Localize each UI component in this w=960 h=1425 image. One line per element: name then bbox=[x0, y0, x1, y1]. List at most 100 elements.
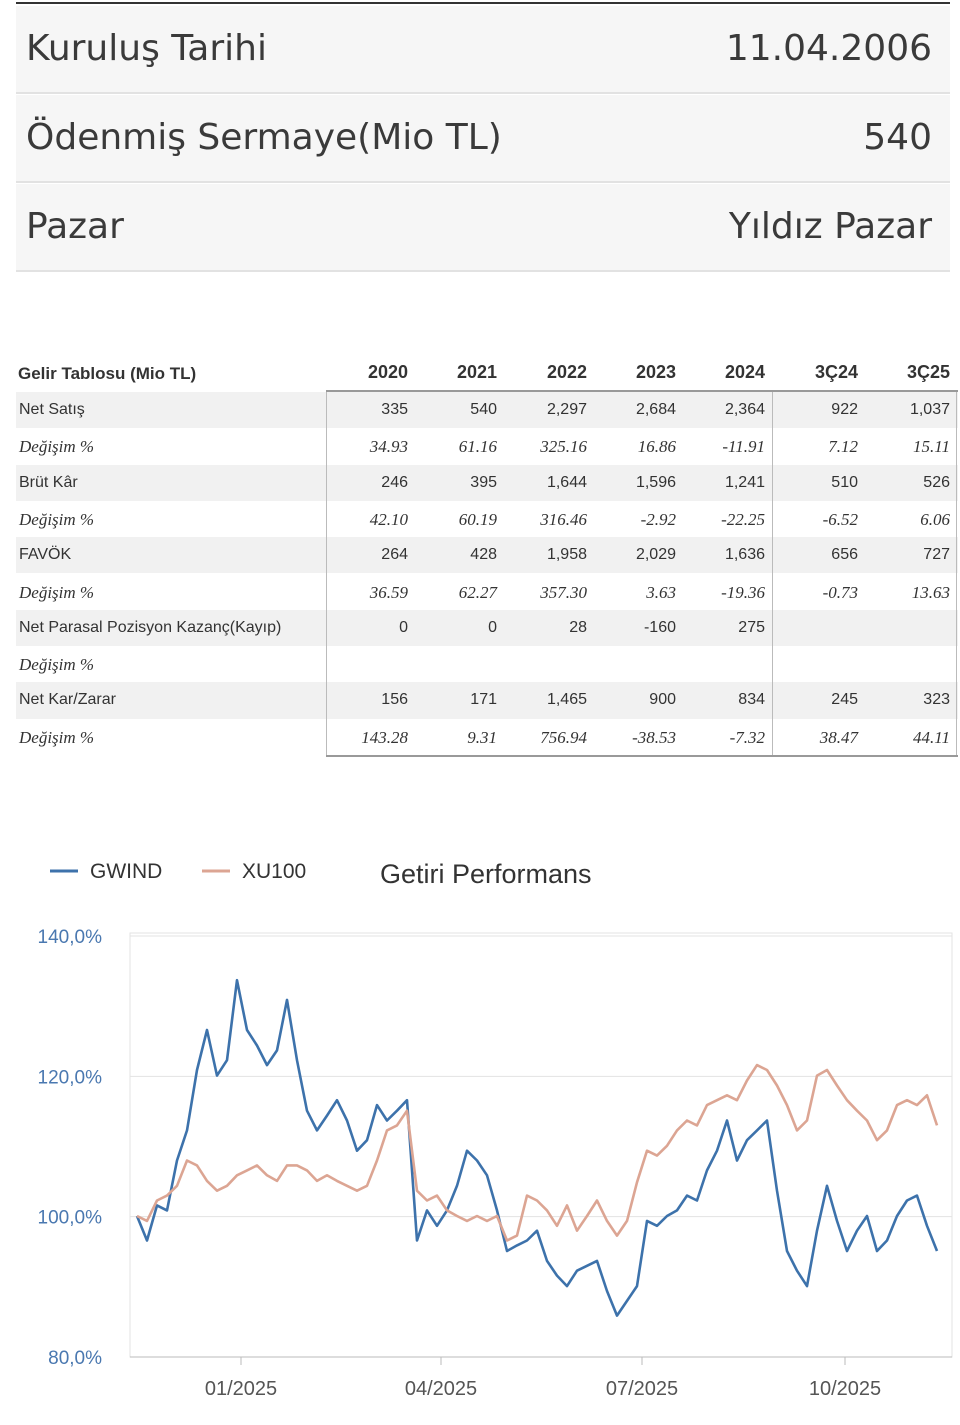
row-label: Brüt Kâr bbox=[19, 473, 78, 491]
cell: 2,684 bbox=[635, 401, 676, 418]
row-label: Net Satış bbox=[19, 401, 85, 418]
row-label: Değişim % bbox=[19, 655, 95, 675]
x-tick-label: 04/2025 bbox=[405, 1378, 477, 1400]
cell: -7.32 bbox=[729, 727, 765, 747]
cell: 900 bbox=[649, 691, 676, 709]
cell: 62.27 bbox=[458, 582, 497, 602]
series-line bbox=[136, 1063, 939, 1242]
cell: -6.52 bbox=[822, 509, 858, 529]
row-label: Net Kar/Zarar bbox=[19, 691, 116, 709]
column-header: 2022 bbox=[546, 362, 587, 382]
column-rule bbox=[772, 392, 773, 755]
row-label: FAVÖK bbox=[19, 546, 72, 564]
row-label: Değişim % bbox=[19, 509, 95, 529]
y-tick-label: 100,0% bbox=[38, 1208, 103, 1229]
cell: -160 bbox=[643, 618, 676, 636]
cell: 16.86 bbox=[637, 437, 676, 457]
info-value: Yıldız Pazar bbox=[728, 206, 932, 247]
cell: 9.31 bbox=[467, 727, 497, 747]
cell: 1,644 bbox=[546, 473, 587, 491]
row-label: Net Parasal Pozisyon Kazanç(Kayıp) bbox=[19, 618, 282, 636]
column-rule bbox=[956, 392, 957, 755]
cell: 1,596 bbox=[635, 473, 676, 491]
y-tick-label: 80,0% bbox=[48, 1348, 102, 1369]
cell: 2,364 bbox=[724, 401, 765, 418]
cell: 15.11 bbox=[913, 437, 950, 457]
cell: 316.46 bbox=[540, 509, 587, 529]
cell: 428 bbox=[470, 546, 497, 564]
cell: 6.06 bbox=[920, 509, 950, 529]
cell: 13.63 bbox=[911, 582, 950, 602]
cell: 756.94 bbox=[540, 727, 587, 747]
info-value: 540 bbox=[863, 117, 932, 158]
cell: 1,636 bbox=[724, 546, 765, 564]
cell: 526 bbox=[923, 473, 950, 491]
cell: -2.92 bbox=[640, 509, 676, 529]
info-row: Ödenmiş Sermaye(Mio TL) 540 bbox=[16, 95, 950, 183]
cell: 1,958 bbox=[546, 546, 587, 564]
info-label: Kuruluş Tarihi bbox=[26, 28, 267, 69]
cell: 61.16 bbox=[458, 437, 497, 457]
cell: 36.59 bbox=[369, 582, 408, 602]
legend-label: GWIND bbox=[90, 860, 162, 883]
cell: -19.36 bbox=[721, 582, 765, 602]
y-tick-label: 120,0% bbox=[38, 1067, 103, 1088]
cell: 0 bbox=[488, 618, 497, 636]
cell: 357.30 bbox=[540, 582, 587, 602]
cell: 156 bbox=[381, 691, 408, 709]
column-header: 2021 bbox=[456, 362, 497, 382]
cell: 2,029 bbox=[635, 546, 676, 564]
info-row: Kuruluş Tarihi 11.04.2006 bbox=[16, 6, 950, 94]
info-row: Pazar Yıldız Pazar bbox=[16, 184, 950, 272]
cell: 1,241 bbox=[724, 473, 765, 491]
row-label: Değişim % bbox=[19, 727, 95, 747]
column-header: 2020 bbox=[367, 362, 408, 382]
cell: 171 bbox=[470, 691, 497, 709]
cell: 34.93 bbox=[369, 437, 408, 457]
cell: 42.10 bbox=[369, 509, 408, 529]
cell: 656 bbox=[831, 546, 858, 564]
info-label: Pazar bbox=[26, 206, 124, 247]
row-shade bbox=[16, 392, 958, 429]
table-title: Gelir Tablosu (Mio TL) bbox=[18, 364, 197, 383]
series-line bbox=[135, 978, 939, 1317]
y-tick-label: 140,0% bbox=[38, 927, 103, 948]
cell: -38.53 bbox=[632, 727, 676, 747]
row-label: Değişim % bbox=[19, 582, 95, 602]
cell: 7.12 bbox=[828, 437, 858, 457]
cell: 323 bbox=[923, 691, 950, 709]
cell: 3.63 bbox=[646, 582, 676, 602]
cell: 727 bbox=[923, 546, 950, 564]
cell: 44.11 bbox=[913, 727, 950, 747]
row-shade bbox=[16, 609, 958, 647]
header-rule bbox=[326, 390, 958, 392]
row-label: Değişim % bbox=[19, 437, 95, 457]
cell: -22.25 bbox=[721, 509, 765, 529]
info-value: 11.04.2006 bbox=[725, 28, 932, 69]
x-tick-label: 01/2025 bbox=[205, 1378, 277, 1400]
plot-frame bbox=[129, 932, 953, 1358]
cell: 325.16 bbox=[540, 437, 587, 457]
column-header: 3Ç25 bbox=[906, 362, 950, 382]
row-shade bbox=[16, 682, 958, 719]
cell: 28 bbox=[569, 618, 587, 636]
cell: 245 bbox=[831, 691, 858, 709]
cell: 1,465 bbox=[546, 691, 587, 709]
column-header: 2024 bbox=[724, 362, 765, 382]
row-shade bbox=[16, 464, 958, 501]
info-label: Ödenmiş Sermaye(Mio TL) bbox=[26, 117, 502, 158]
row-shade bbox=[16, 537, 958, 574]
cell: 38.47 bbox=[819, 727, 858, 747]
cell: -0.73 bbox=[822, 582, 858, 602]
cell: 922 bbox=[831, 401, 858, 418]
chart: Getiri Performans 80,0% 100,0% 120,0% 140,0… bbox=[38, 859, 953, 1400]
top-rule bbox=[16, 2, 950, 4]
cell: 2,297 bbox=[546, 401, 587, 418]
cell: 510 bbox=[831, 473, 858, 491]
bottom-rule bbox=[326, 755, 958, 757]
cell: 60.19 bbox=[458, 509, 497, 529]
chart-title: Getiri Performans bbox=[380, 859, 592, 889]
legend-label: XU100 bbox=[242, 860, 306, 883]
cell: -11.91 bbox=[722, 437, 765, 457]
